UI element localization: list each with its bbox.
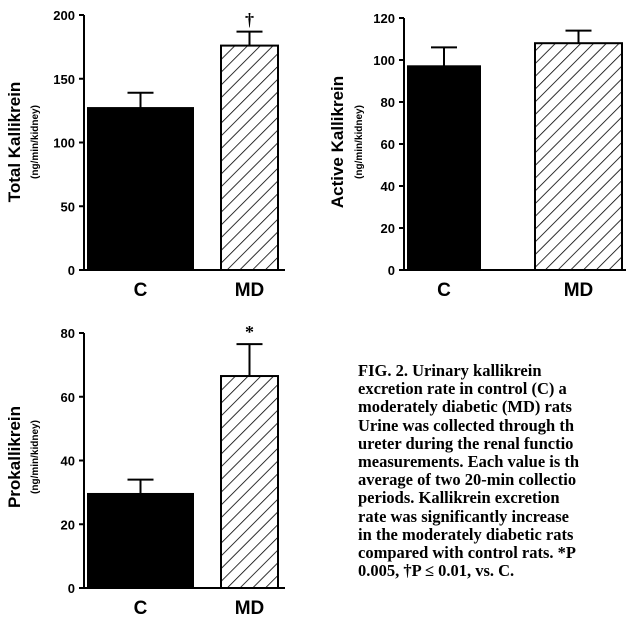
caption-line: in the moderately diabetic rats	[358, 526, 626, 544]
y-tick-label: 50	[61, 199, 75, 214]
y-tick-label: 0	[68, 263, 75, 278]
y-axis-label: Prokallikrein	[5, 406, 24, 508]
caption-line: average of two 20-min collectio	[358, 471, 626, 489]
significance-marker: *	[245, 322, 254, 342]
y-axis-unit: (ng/min/kidney)	[30, 420, 41, 494]
y-tick-label: 200	[53, 8, 75, 23]
category-label: C	[437, 280, 451, 301]
y-tick-label: 80	[61, 326, 75, 341]
figure-caption: FIG. 2. Urinary kallikrein excretion rate…	[358, 362, 626, 580]
y-tick-label: 100	[53, 136, 75, 151]
y-tick-label: 150	[53, 72, 75, 87]
caption-line: moderately diabetic (MD) rats	[358, 398, 626, 416]
y-tick-label: 20	[61, 517, 75, 532]
y-axis-label: Total Kallikrein	[5, 82, 24, 203]
caption-line: compared with control rats. *P	[358, 544, 626, 562]
y-tick-label: 0	[388, 263, 395, 278]
bar-c	[88, 494, 193, 588]
y-tick-label: 120	[373, 11, 395, 26]
caption-line: rate was significantly increase	[358, 508, 626, 526]
caption-line: Urine was collected through th	[358, 417, 626, 435]
y-tick-label: 60	[381, 137, 395, 152]
y-tick-label: 40	[61, 454, 75, 469]
category-label: C	[134, 280, 148, 301]
y-tick-label: 100	[373, 53, 395, 68]
caption-line: 0.005, †P ≤ 0.01, vs. C.	[358, 562, 626, 580]
y-axis-unit: (ng/min/kidney)	[354, 105, 365, 179]
y-tick-label: 60	[61, 390, 75, 405]
category-label: MD	[235, 280, 265, 301]
category-label: MD	[564, 280, 594, 301]
caption-line: measurements. Each value is th	[358, 453, 626, 471]
caption-line: excretion rate in control (C) a	[358, 380, 626, 398]
caption-line: FIG. 2. Urinary kallikrein	[358, 362, 626, 380]
y-axis-label: Active Kallikrein	[328, 76, 347, 208]
bar-c	[408, 66, 480, 270]
caption-line: ureter during the renal functio	[358, 435, 626, 453]
caption-line: periods. Kallikrein excretion	[358, 489, 626, 507]
bar-c	[88, 108, 193, 270]
bar-md	[221, 376, 278, 588]
category-label: C	[134, 598, 148, 619]
bar-md	[221, 46, 278, 270]
significance-marker: †	[245, 10, 254, 30]
y-axis-unit: (ng/min/kidney)	[30, 105, 41, 179]
y-tick-label: 80	[381, 95, 395, 110]
y-tick-label: 40	[381, 179, 395, 194]
y-tick-label: 20	[381, 221, 395, 236]
y-tick-label: 0	[68, 581, 75, 596]
category-label: MD	[235, 598, 265, 619]
bar-md	[535, 43, 622, 270]
